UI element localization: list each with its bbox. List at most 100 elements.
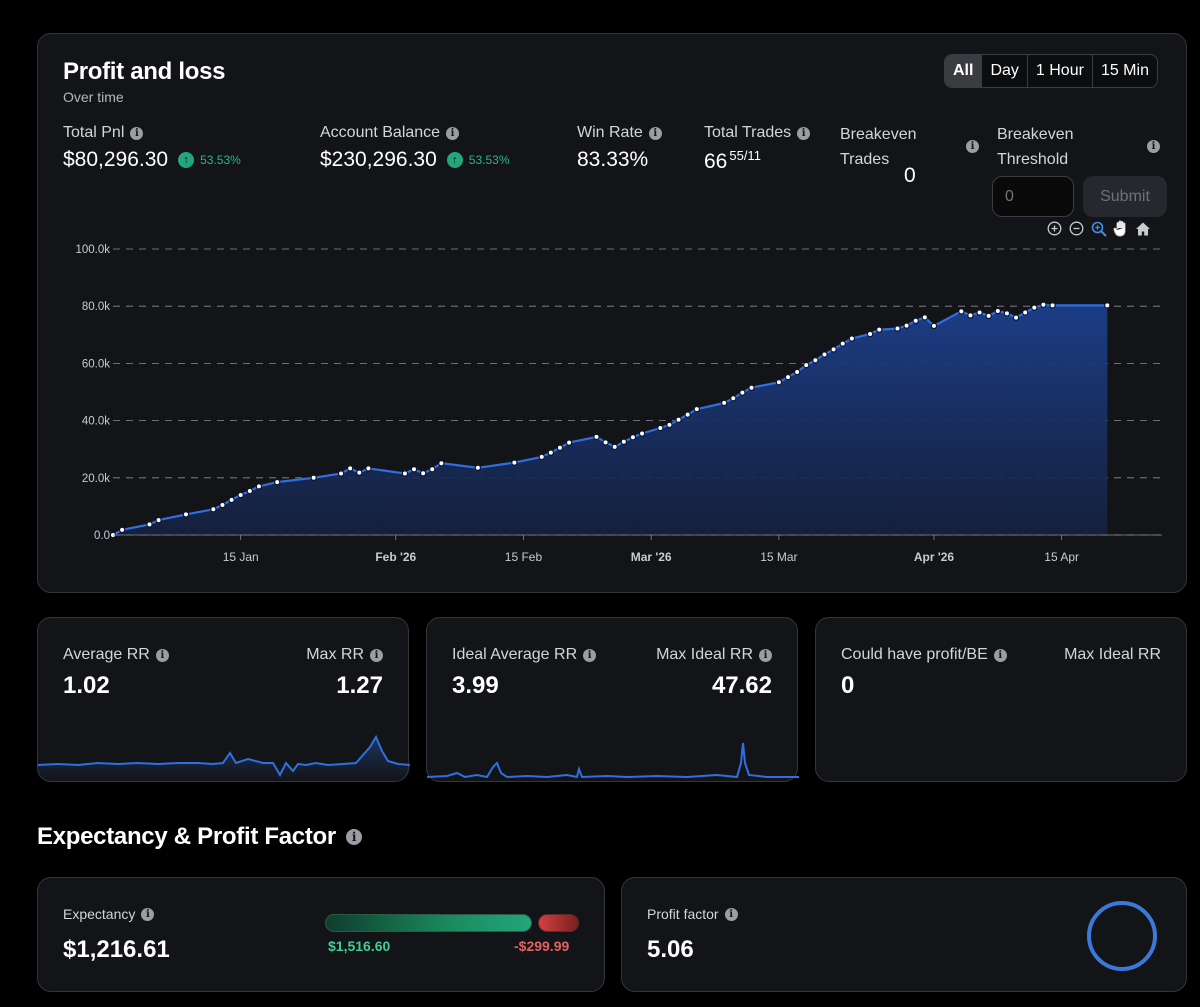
data-point[interactable]: [821, 351, 828, 358]
info-icon[interactable]: i: [797, 126, 811, 140]
y-tick-label: 100.0k: [75, 244, 110, 256]
data-point[interactable]: [337, 470, 345, 477]
data-point[interactable]: [602, 439, 609, 446]
tab-1-hour[interactable]: 1 Hour: [1028, 55, 1093, 87]
tab-15-min[interactable]: 15 Min: [1100, 62, 1149, 79]
zoom-in-icon[interactable]: [1046, 220, 1063, 237]
data-point[interactable]: [593, 433, 600, 441]
data-point[interactable]: [346, 465, 354, 472]
data-point[interactable]: [848, 335, 856, 342]
zoom-out-icon[interactable]: [1068, 220, 1085, 237]
x-tick-label: 15 Apr: [1044, 550, 1079, 564]
data-point[interactable]: [839, 340, 846, 347]
data-point[interactable]: [556, 444, 564, 451]
data-point[interactable]: [538, 453, 545, 461]
data-point[interactable]: [310, 474, 317, 481]
data-point[interactable]: [401, 470, 409, 477]
pnl-area-chart[interactable]: 0.0 20.0k 40.0k 60.0k 80.0k 100.0k 15 Jan Feb …: [38, 234, 1186, 584]
data-point[interactable]: [684, 411, 691, 418]
data-point[interactable]: [210, 506, 217, 513]
data-point[interactable]: [1003, 310, 1011, 317]
data-point[interactable]: [793, 368, 801, 376]
could-have-profit-card: Could have profit/BE i Max Ideal RR 0: [815, 617, 1187, 782]
data-point[interactable]: [611, 443, 618, 451]
data-point[interactable]: [739, 389, 746, 396]
data-point[interactable]: [866, 330, 874, 338]
data-point[interactable]: [1012, 314, 1020, 321]
data-point[interactable]: [365, 465, 372, 472]
data-point[interactable]: [565, 439, 573, 446]
data-point[interactable]: [830, 346, 837, 353]
data-point[interactable]: [803, 361, 810, 369]
submit-button[interactable]: Submit: [1083, 176, 1167, 217]
data-point[interactable]: [155, 516, 162, 524]
data-point[interactable]: [930, 322, 938, 330]
data-point[interactable]: [958, 308, 965, 315]
data-point[interactable]: [903, 322, 910, 329]
data-point[interactable]: [182, 511, 190, 518]
info-icon[interactable]: i: [155, 648, 169, 662]
data-point[interactable]: [921, 314, 929, 321]
data-point[interactable]: [474, 464, 482, 471]
pan-hand-icon[interactable]: [1112, 220, 1129, 237]
data-point[interactable]: [438, 460, 445, 467]
data-point[interactable]: [638, 430, 646, 437]
info-icon[interactable]: i: [583, 648, 597, 662]
data-point[interactable]: [410, 466, 418, 473]
breakeven-threshold-input[interactable]: [992, 176, 1074, 217]
info-icon[interactable]: i: [345, 829, 362, 845]
data-point[interactable]: [994, 307, 1002, 315]
data-point[interactable]: [784, 373, 792, 381]
data-point[interactable]: [356, 469, 363, 476]
data-point[interactable]: [629, 433, 637, 441]
data-point[interactable]: [246, 487, 254, 495]
data-point[interactable]: [547, 449, 555, 456]
data-point[interactable]: [812, 357, 819, 364]
data-point[interactable]: [118, 526, 126, 534]
data-point[interactable]: [620, 438, 628, 445]
tab-all[interactable]: All: [945, 55, 983, 87]
info-icon[interactable]: i: [966, 140, 979, 153]
data-point[interactable]: [1049, 302, 1056, 309]
info-icon[interactable]: i: [759, 648, 772, 662]
data-point[interactable]: [219, 501, 226, 509]
data-point[interactable]: [255, 483, 263, 490]
data-point[interactable]: [748, 384, 755, 391]
data-point[interactable]: [666, 421, 673, 429]
data-point[interactable]: [146, 521, 153, 528]
tab-day[interactable]: Day: [982, 55, 1028, 87]
data-point[interactable]: [1104, 302, 1111, 309]
data-point[interactable]: [237, 491, 244, 499]
data-point[interactable]: [273, 478, 281, 486]
data-point[interactable]: [511, 459, 518, 466]
zoom-select-icon[interactable]: [1090, 220, 1107, 237]
data-point[interactable]: [730, 395, 737, 402]
info-icon[interactable]: i: [1147, 140, 1160, 153]
data-point[interactable]: [720, 399, 728, 407]
data-point[interactable]: [894, 325, 901, 332]
data-point[interactable]: [775, 379, 783, 386]
data-point[interactable]: [1021, 309, 1029, 316]
data-point[interactable]: [419, 470, 427, 477]
data-point[interactable]: [693, 405, 700, 413]
data-point[interactable]: [967, 312, 974, 319]
balance-label: Account Balance: [320, 124, 441, 141]
data-point[interactable]: [985, 312, 992, 320]
info-icon[interactable]: i: [993, 648, 1007, 662]
info-icon[interactable]: i: [141, 907, 155, 921]
info-icon[interactable]: i: [370, 648, 383, 662]
data-point[interactable]: [1040, 301, 1047, 308]
data-point[interactable]: [429, 466, 436, 473]
data-point[interactable]: [912, 317, 919, 324]
data-point[interactable]: [876, 326, 883, 333]
data-point[interactable]: [657, 424, 664, 432]
data-point[interactable]: [1031, 304, 1038, 311]
info-icon[interactable]: i: [446, 126, 460, 140]
info-icon[interactable]: i: [130, 126, 144, 140]
data-point[interactable]: [675, 416, 682, 423]
info-icon[interactable]: i: [648, 126, 662, 140]
data-point[interactable]: [976, 309, 983, 316]
info-icon[interactable]: i: [724, 907, 738, 921]
data-point[interactable]: [228, 496, 235, 504]
home-reset-icon[interactable]: [1134, 220, 1151, 237]
